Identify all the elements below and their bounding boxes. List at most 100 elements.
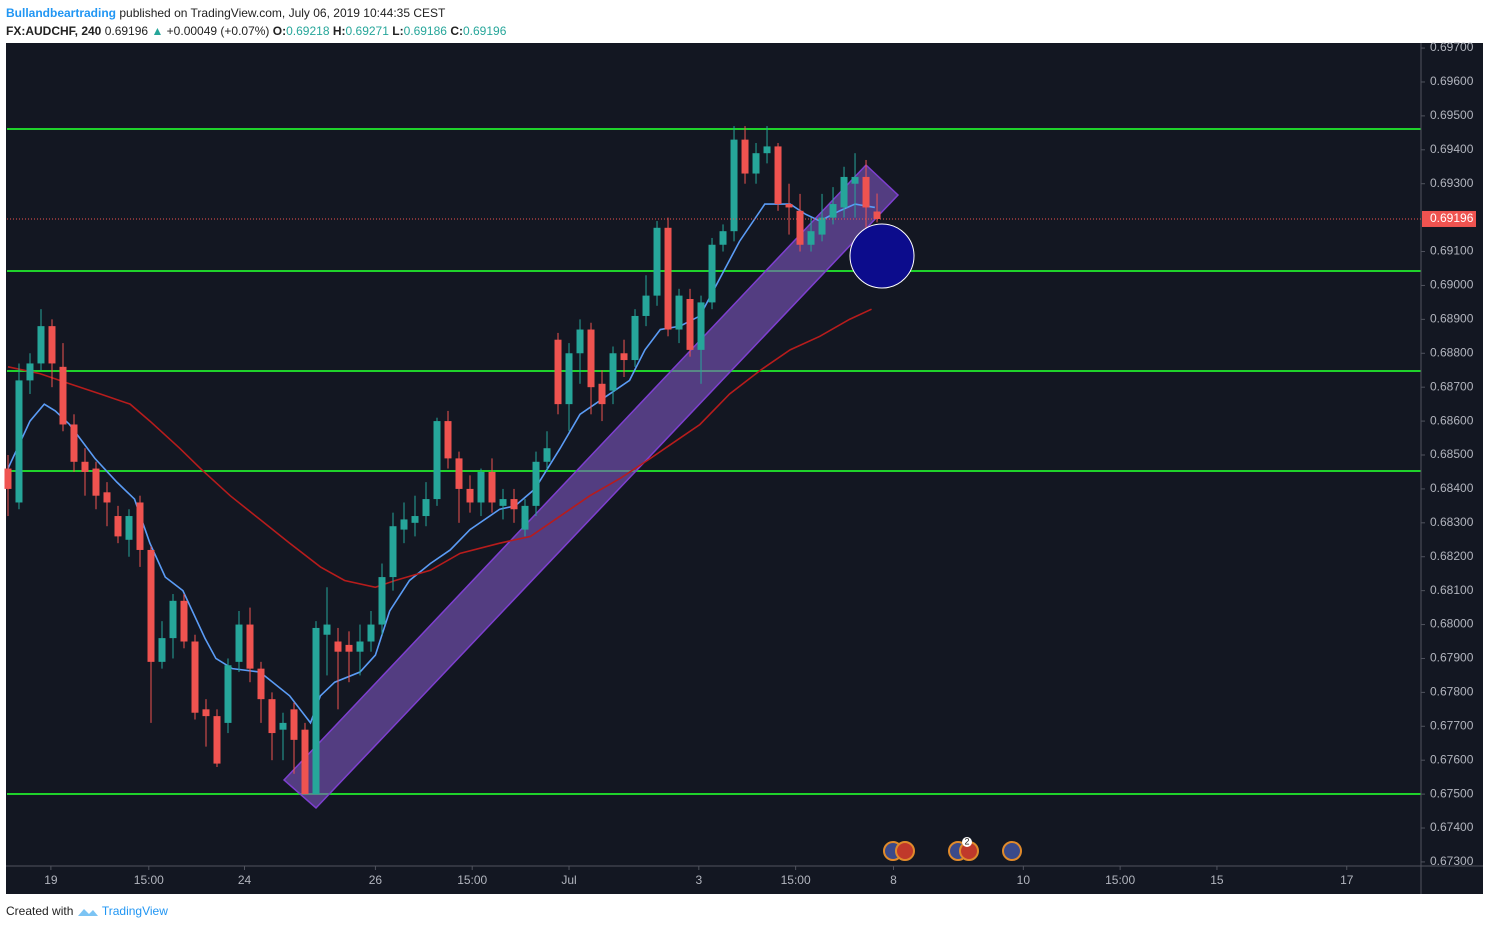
candle-body (532, 461, 540, 506)
channel (282, 163, 900, 810)
candle-body (147, 549, 155, 662)
brand[interactable]: TradingView (101, 904, 168, 918)
candle-body (312, 627, 320, 795)
candle-body (642, 295, 650, 316)
candle-body (224, 665, 232, 723)
x-tick-label: 15:00 (457, 873, 487, 887)
candle-body (554, 339, 562, 405)
candle-body (59, 366, 67, 425)
y-tick-label: 0.67500 (1430, 786, 1474, 800)
header: Bullandbeartrading published on TradingV… (6, 4, 506, 40)
candle-body (169, 600, 177, 639)
candle-body (763, 146, 771, 154)
candle-body (81, 461, 89, 472)
candle-body (455, 458, 463, 489)
header-line-1: Bullandbeartrading published on TradingV… (6, 4, 506, 22)
x-tick-label: 3 (695, 873, 702, 887)
y-tick-label: 0.69100 (1430, 244, 1474, 258)
x-tick-label: 15:00 (781, 873, 811, 887)
y-tick-label: 0.67900 (1430, 651, 1474, 665)
low: 0.69186 (403, 24, 447, 38)
x-tick-label: 15:00 (134, 873, 164, 887)
y-tick-label: 0.67300 (1430, 854, 1474, 868)
y-tick-label: 0.67400 (1430, 820, 1474, 834)
candle-body (301, 729, 309, 795)
candle-body (796, 210, 804, 245)
candle-body (653, 227, 661, 296)
x-tick-label: 10 (1017, 873, 1031, 887)
last-price-label: 0.69196 (1430, 211, 1474, 225)
candle-body (609, 353, 617, 391)
badge (962, 837, 972, 847)
candle-body (334, 641, 342, 652)
event-icon[interactable] (895, 841, 915, 861)
candle-body (92, 468, 100, 496)
candle-body (257, 668, 265, 700)
candle-body (356, 641, 364, 652)
candle-body (774, 146, 782, 205)
candle-body (4, 468, 12, 489)
created: Created with (6, 904, 74, 918)
y-tick-label: 0.67800 (1430, 685, 1474, 699)
x-tick-label: 24 (238, 873, 252, 887)
candle-body (862, 176, 870, 208)
candle-body (345, 644, 353, 652)
y-tick-label: 0.68700 (1430, 379, 1474, 393)
candle-body (70, 424, 78, 462)
header-line-2: FX:AUDCHF, 240 0.69196 ▲ +0.00049 (+0.07… (6, 22, 506, 40)
candle-body (719, 231, 727, 245)
candle-body (620, 353, 628, 361)
candle-body (664, 227, 672, 330)
l-label: L: (392, 24, 404, 38)
candle-body (752, 153, 760, 174)
chart: 2 0.69700 0.69600 0.69500 0.69400 0.69300 0.6… (4, 40, 1483, 894)
y-tick-label: 0.69300 (1430, 176, 1474, 190)
candle-body (785, 204, 793, 208)
candle-body (686, 299, 694, 350)
circle-annotation (849, 223, 915, 289)
author[interactable]: Bullandbeartrading (6, 6, 117, 20)
y-tick-label: 0.67700 (1430, 718, 1474, 732)
candle-body (543, 448, 551, 462)
y-tick-label: 0.68500 (1430, 447, 1474, 461)
x-tick-label: 8 (890, 873, 897, 887)
y-tick-label: 0.68400 (1430, 481, 1474, 495)
y-tick-label: 0.69500 (1430, 108, 1474, 122)
y-tick-label: 0.68100 (1430, 583, 1474, 597)
y-tick-label: 0.68900 (1430, 312, 1474, 326)
candle-body (697, 302, 705, 350)
events: 2 (4, 126, 1022, 861)
close: 0.69196 (462, 24, 507, 38)
y-tick-label: 0.69700 (1430, 40, 1474, 54)
y-tick-label: 0.69600 (1430, 74, 1474, 88)
candle-body (818, 217, 826, 235)
high: 0.69271 (345, 24, 389, 38)
candle-body (631, 315, 639, 361)
candle-body (829, 204, 837, 218)
x-tick-label: 17 (1340, 873, 1354, 887)
candle-body (323, 624, 331, 635)
footer: Created with TradingView (6, 904, 168, 918)
candle-body (235, 624, 243, 662)
published: published on TradingView.com, July 06, 2… (119, 6, 446, 20)
candle-body (807, 231, 815, 245)
candle-body (400, 519, 408, 530)
x-tick-label: 15 (1210, 873, 1224, 887)
candle-body (466, 488, 474, 503)
candle-body (433, 421, 441, 500)
y-tick-label: 0.67600 (1430, 752, 1474, 766)
y-tick-label: 0.69400 (1430, 142, 1474, 156)
candle-body (48, 326, 56, 364)
y-tick-label: 0.68800 (1430, 345, 1474, 359)
candle-body (125, 516, 133, 540)
symbol: FX:AUDCHF, 240 (6, 24, 102, 38)
candle-body (477, 471, 485, 503)
candle-body (422, 499, 430, 517)
candle-body (444, 421, 452, 459)
candle-body (488, 471, 496, 503)
candle-body (840, 176, 848, 208)
event-icon[interactable] (1002, 841, 1022, 861)
o-label: O: (272, 24, 287, 38)
h-label: H: (332, 24, 346, 38)
